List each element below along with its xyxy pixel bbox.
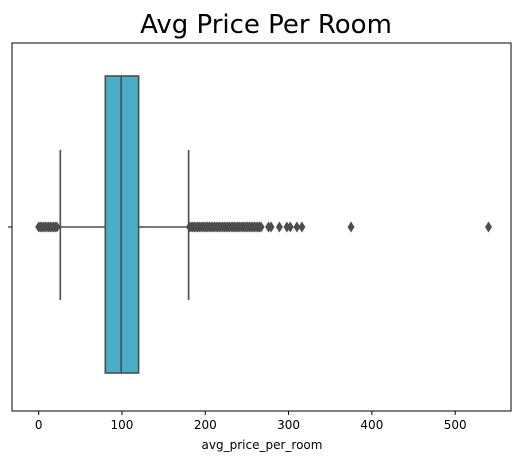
x-tick-label: 0 [35, 418, 43, 432]
outlier-point [485, 221, 492, 233]
outlier-point [293, 221, 301, 233]
chart-title: Avg Price Per Room [140, 10, 392, 40]
outlier-point [257, 221, 265, 233]
outlier-point [286, 221, 294, 233]
iqr-box [104, 75, 140, 374]
x-axis-label: avg_price_per_room [202, 438, 323, 452]
outlier-point [298, 221, 306, 233]
outlier-point [53, 221, 61, 233]
outlier-point [267, 221, 275, 233]
x-tick-label: 400 [360, 418, 383, 432]
x-tick-label: 200 [194, 418, 217, 432]
outlier-point [275, 221, 283, 233]
x-tick-label: 100 [111, 418, 134, 432]
x-tick-label: 300 [277, 418, 300, 432]
box-layer [59, 75, 190, 374]
outlier-point [347, 221, 355, 233]
x-axis-ticks: 0 100 200 300 400 500 [35, 411, 467, 432]
outlier-layer [35, 221, 492, 233]
x-tick-label: 500 [444, 418, 467, 432]
